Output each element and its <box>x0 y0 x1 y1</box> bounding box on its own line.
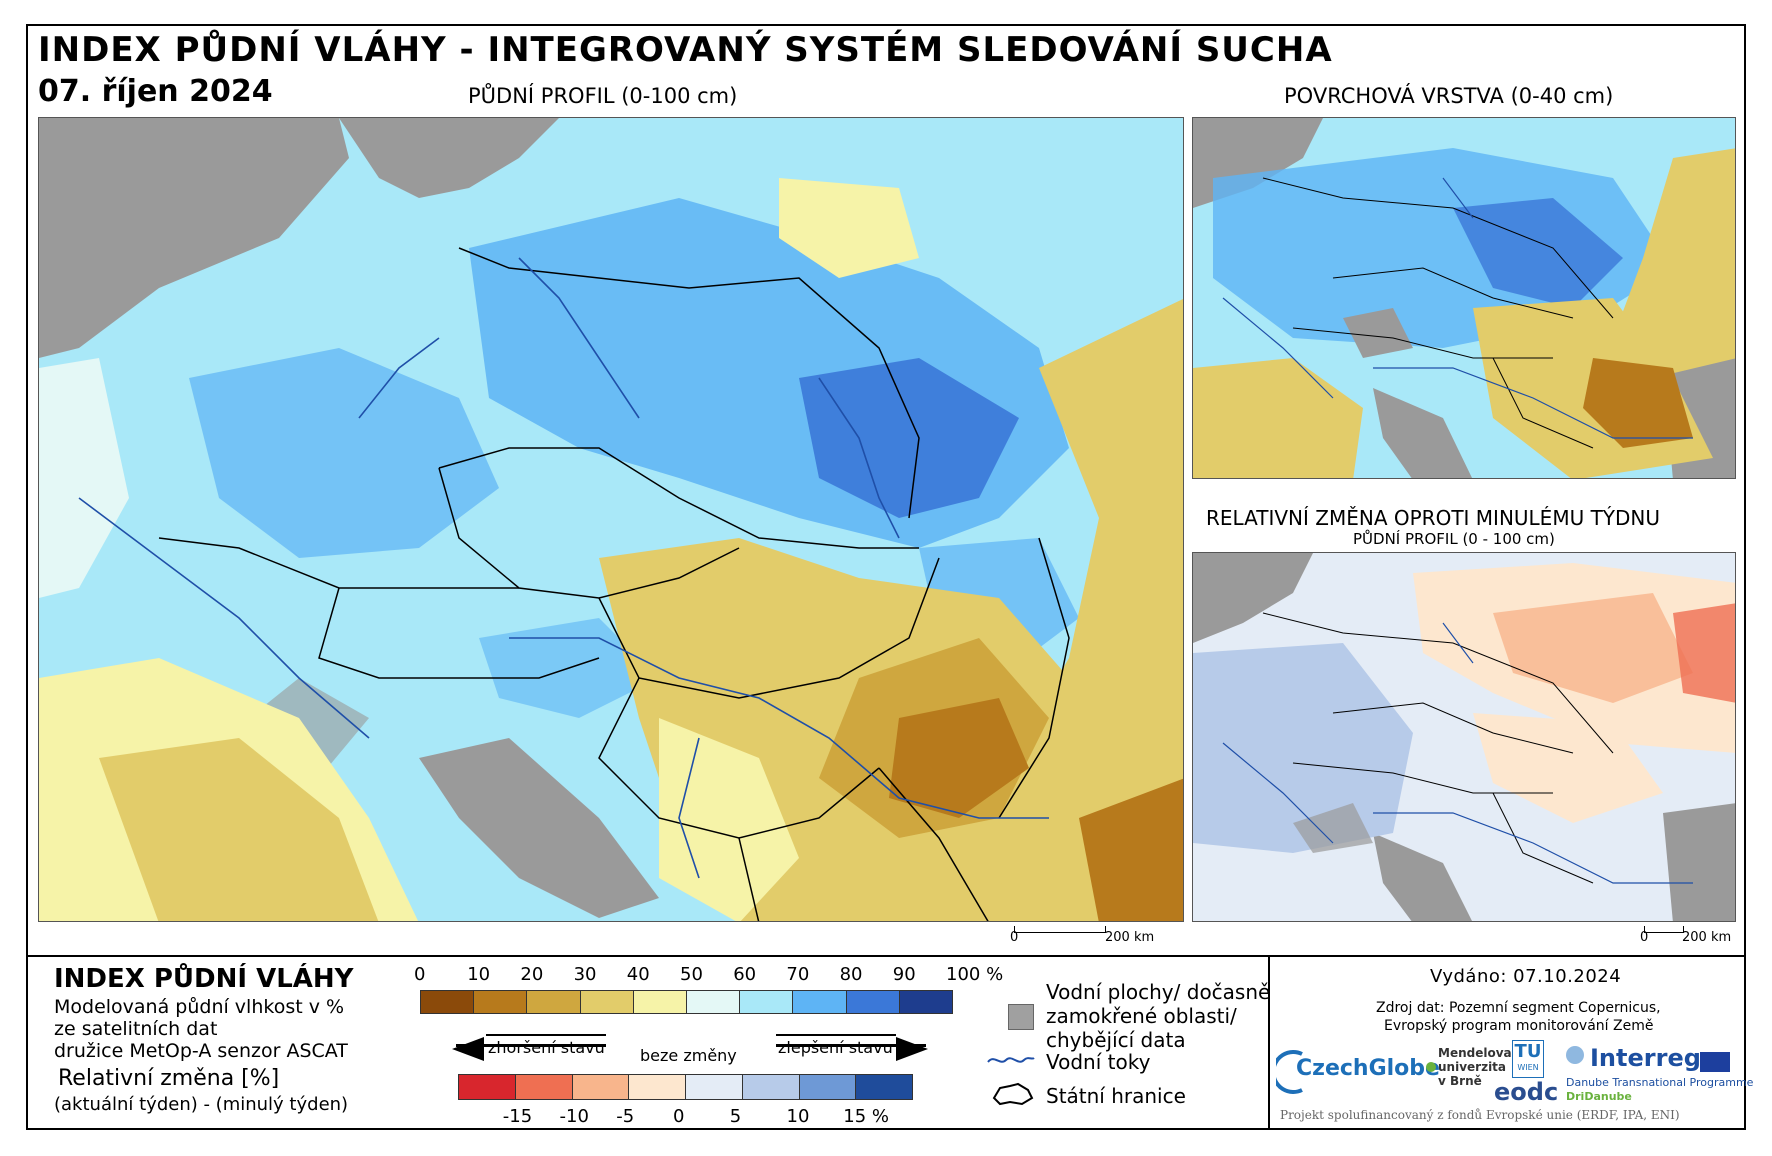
index-color-bin <box>579 990 634 1014</box>
better-label: zlepšení stavu <box>778 1038 893 1057</box>
issue-date-heading: 07. říjen 2024 <box>38 74 273 109</box>
relative-change-title: Relativní změna [%] <box>58 1066 280 1091</box>
change-tick-label: 5 <box>729 1106 742 1127</box>
no-change-label: beze změny <box>640 1046 737 1065</box>
index-color-bin <box>739 990 794 1014</box>
index-colorbar <box>420 990 953 1014</box>
tuwien-logo-top: TU <box>1514 1041 1542 1062</box>
change-tick-label: 0 <box>673 1106 685 1127</box>
change-color-bin <box>798 1074 857 1100</box>
better-arrow-shaft <box>776 1044 926 1047</box>
index-tick-label: 70 <box>786 964 810 985</box>
change-map-scale-end: 200 km <box>1682 930 1732 945</box>
worse-arrow-shaft <box>456 1044 606 1047</box>
change-colorbar <box>458 1074 913 1100</box>
change-color-bin <box>741 1074 800 1100</box>
water-area-swatch <box>1008 1004 1034 1030</box>
index-tick-label: 100 % <box>946 964 1004 985</box>
index-tick-label: 0 <box>414 964 426 985</box>
better-arrow-upper-line <box>776 1034 896 1036</box>
change-color-bin <box>571 1074 630 1100</box>
main-map-label: PŮDNÍ PROFIL (0-100 cm) <box>468 84 738 108</box>
index-tick-label: 50 <box>680 964 703 985</box>
index-tick-label: 80 <box>839 964 863 985</box>
source-line-1: Zdroj dat: Pozemní segment Copernicus, <box>1376 1000 1661 1016</box>
surface-map-svg <box>1193 118 1735 478</box>
worse-arrow-upper-line <box>486 1034 606 1036</box>
mendel-logo-text: Mendelova univerzita v Brně <box>1438 1046 1512 1088</box>
legend-desc-line-1: Modelovaná půdní vlhkost v % <box>54 996 345 1018</box>
change-color-bin <box>685 1074 743 1100</box>
index-tick-label: 60 <box>733 964 757 985</box>
legend-title: INDEX PŮDNÍ VLÁHY <box>54 964 354 994</box>
water-label-line-2: zamokřené oblasti/ <box>1046 1004 1237 1028</box>
index-color-bin <box>792 990 847 1014</box>
main-map-scale-end: 200 km <box>1105 930 1155 945</box>
index-tick-label: 90 <box>892 964 916 985</box>
interreg-logo-text: Interreg <box>1590 1044 1701 1072</box>
page-title: INDEX PŮDNÍ VLÁHY - INTEGROVANÝ SYSTÉM S… <box>38 30 1333 70</box>
main-map-scale-bar <box>1014 926 1106 933</box>
change-tick-label: -15 <box>502 1106 533 1127</box>
interreg-subtitle: Danube Transnational Programme <box>1566 1076 1754 1089</box>
water-label-line-1: Vodní plochy/ dočasně <box>1046 980 1271 1004</box>
index-color-bin <box>473 990 528 1014</box>
czechglobe-logo-text: CzechGlobe <box>1296 1056 1440 1081</box>
change-color-bin <box>458 1074 516 1100</box>
change-map-scale-zero: 0 <box>1640 930 1649 945</box>
index-color-bin <box>526 990 581 1014</box>
change-tick-label: 15 % <box>843 1106 889 1127</box>
funding-note: Projekt spolufinancovaný z fondů Evropsk… <box>1280 1108 1680 1122</box>
index-tick-label: 20 <box>520 964 544 985</box>
change-color-bin <box>855 1074 913 1100</box>
tuwien-logo-bottom: WIEN <box>1517 1063 1539 1072</box>
change-tick-label: -10 <box>559 1106 589 1127</box>
change-map-scale-bar <box>1644 926 1684 933</box>
czechglobe-logo-icon <box>1276 1050 1303 1094</box>
index-color-bin <box>898 990 953 1014</box>
water-label-line-3: chybějící data <box>1046 1028 1186 1052</box>
index-tick-label: 40 <box>626 964 650 985</box>
index-tick-label: 30 <box>573 964 597 985</box>
relative-change-desc: (aktuální týden) - (minulý týden) <box>54 1094 349 1115</box>
mendel-line-3: v Brně <box>1438 1074 1482 1088</box>
border-symbol-icon <box>992 1082 1034 1106</box>
surface-map-label: POVRCHOVÁ VRSTVA (0-40 cm) <box>1284 84 1614 108</box>
tuwien-logo: TU WIEN <box>1512 1040 1544 1078</box>
main-soil-moisture-map <box>38 117 1184 922</box>
change-map-svg <box>1193 553 1735 921</box>
mendel-line-1: Mendelova <box>1438 1046 1512 1060</box>
rivers-label: Vodní toky <box>1046 1050 1151 1074</box>
relative-change-map <box>1192 552 1736 922</box>
index-color-bin <box>845 990 900 1014</box>
issued-date: Vydáno: 07.10.2024 <box>1430 966 1622 987</box>
worse-label: zhoršení stavu <box>488 1038 605 1057</box>
legend-separator-vertical <box>1268 955 1270 1130</box>
change-map-label: RELATIVNÍ ZMĚNA OPROTI MINULÉMU TÝDNU <box>1206 506 1661 530</box>
mendel-line-2: univerzita <box>1438 1060 1507 1074</box>
change-color-bin <box>628 1074 686 1100</box>
borders-label: Státní hranice <box>1046 1084 1186 1108</box>
main-map-scale-zero: 0 <box>1010 930 1019 945</box>
change-map-sublabel: PŮDNÍ PROFIL (0 - 100 cm) <box>1353 530 1555 548</box>
index-color-bin <box>686 990 741 1014</box>
dridanube-label: DriDanube <box>1566 1090 1632 1103</box>
eu-flag-icon <box>1700 1052 1730 1072</box>
river-symbol-icon <box>987 1057 1035 1063</box>
index-tick-label: 10 <box>467 964 491 985</box>
mendel-logo-dot-icon <box>1426 1062 1436 1072</box>
legend-separator-horizontal <box>26 955 1746 957</box>
change-color-bin <box>514 1074 573 1100</box>
index-color-bin <box>420 990 475 1014</box>
index-color-bin <box>632 990 687 1014</box>
change-tick-label: -5 <box>616 1106 635 1127</box>
interreg-logo-icon <box>1566 1046 1584 1064</box>
legend-desc-line-3: družice MetOp-A senzor ASCAT <box>54 1040 348 1062</box>
change-tick-label: 10 <box>786 1106 810 1127</box>
surface-soil-moisture-map <box>1192 117 1736 479</box>
main-map-svg <box>39 118 1183 921</box>
legend-desc-line-2: ze satelitních dat <box>54 1018 218 1040</box>
eodc-logo: eodc <box>1494 1078 1559 1106</box>
source-line-2: Evropský program monitorování Země <box>1384 1018 1654 1034</box>
